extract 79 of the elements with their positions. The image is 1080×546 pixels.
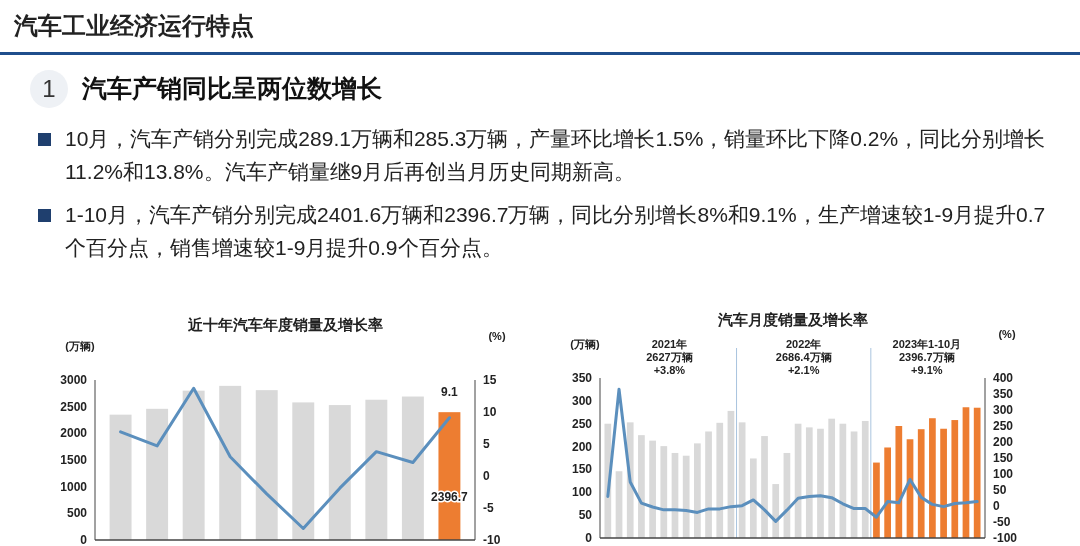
y2-tick-label: 15 [483,373,497,387]
bar [817,428,824,538]
y-tick-label: 500 [66,506,88,521]
chart-title: 近十年汽车年度销量及增长率 [186,316,383,333]
bar [694,443,701,538]
bar [749,458,757,538]
y-tick-label: 250 [571,416,593,431]
text: 汽车工业经济运行特点 [14,11,254,41]
y-axis-title: (万辆) [570,338,600,350]
text: 2022年 2686.4万辆 +2.1% [775,338,832,376]
y2-tick-label: 5 [483,437,490,451]
y2-tick-label: 10 [483,405,497,419]
bar [660,446,668,538]
bar [255,390,278,540]
line-series [606,387,979,523]
y-tick-label: 3000 [60,373,88,387]
bar [146,408,169,540]
y2-tick-label: 250 [993,419,1014,433]
y-tick-label: 350 [571,371,593,385]
y2-tick-label: 350 [993,387,1014,401]
y-tick-label: 50 [578,508,593,523]
bar [401,396,424,540]
chart-title: 汽车月度销量及增长率 [716,311,868,328]
y-tick-label: 100 [571,485,593,500]
text: 2021年 2627万辆 +3.8% [646,338,693,376]
bar [716,422,724,538]
y2-tick-label: -100 [993,531,1018,545]
bar [328,405,351,540]
y-axis-title: (万辆) [65,340,95,352]
bar [292,402,315,540]
bar [109,414,132,540]
y2-tick-label: 50 [993,483,1007,497]
y-tick-label: 0 [80,533,88,546]
bar [365,399,388,540]
bar [873,462,880,538]
bar [772,484,780,538]
y2-axis-title: (%) [998,328,1016,340]
bar [649,440,656,538]
bar [917,429,925,538]
y-tick-label: 150 [571,462,593,477]
y2-tick-label: -50 [993,515,1011,529]
text: 汽车产销同比呈两位数增长 [82,73,382,104]
text: 10月，汽车产销分别完成289.1万辆和285.3万辆，产量环比增长1.5%，销量环比下降0.2%，同比分别增长11.2%和13.8%。汽车产销量继9月后再创当月历史同期新高。 [65,126,1047,185]
bar [973,407,981,538]
y2-tick-label: 300 [993,403,1014,417]
y2-tick-label: 200 [993,435,1014,449]
y-tick-label: 300 [571,393,593,408]
bar [761,436,768,538]
y2-tick-label: 150 [993,451,1014,465]
y2-tick-label: 100 [993,467,1014,481]
text: 1-10月，汽车产销分别完成2401.6万辆和2396.7万辆，同比分别增长8%和9.1%，生产增速较1-9月提升0.7个百分点，销售增速较1-9月提升0.9个百分点。 [65,202,1047,261]
y-tick-label: 0 [585,531,593,545]
y2-tick-label: -5 [483,501,494,515]
bar [705,431,712,538]
bar [861,420,869,538]
bar [805,427,813,538]
y2-tick-label: 0 [483,469,490,483]
y-tick-label: 2000 [60,426,88,441]
bar [182,390,205,540]
bar [951,420,959,538]
y2-axis-title: (%) [488,330,506,342]
data-label: 9.1 [441,384,459,399]
y-tick-label: 1000 [60,479,88,494]
bar [884,447,891,538]
bar [638,435,645,538]
bar [940,428,947,538]
bar [895,426,903,538]
text: 1 [30,70,68,108]
bar [929,418,936,538]
bar [219,385,242,540]
y2-tick-label: -10 [483,533,501,546]
bar [682,455,690,538]
y2-tick-label: 400 [993,371,1014,385]
bar [828,418,836,538]
y2-tick-label: 0 [993,499,1000,513]
text: 2023年1-10月 2396.7万辆 +9.1% [892,338,962,376]
y-tick-label: 200 [571,439,593,454]
y-tick-label: 1500 [60,453,88,467]
y-tick-label: 2500 [60,399,88,414]
